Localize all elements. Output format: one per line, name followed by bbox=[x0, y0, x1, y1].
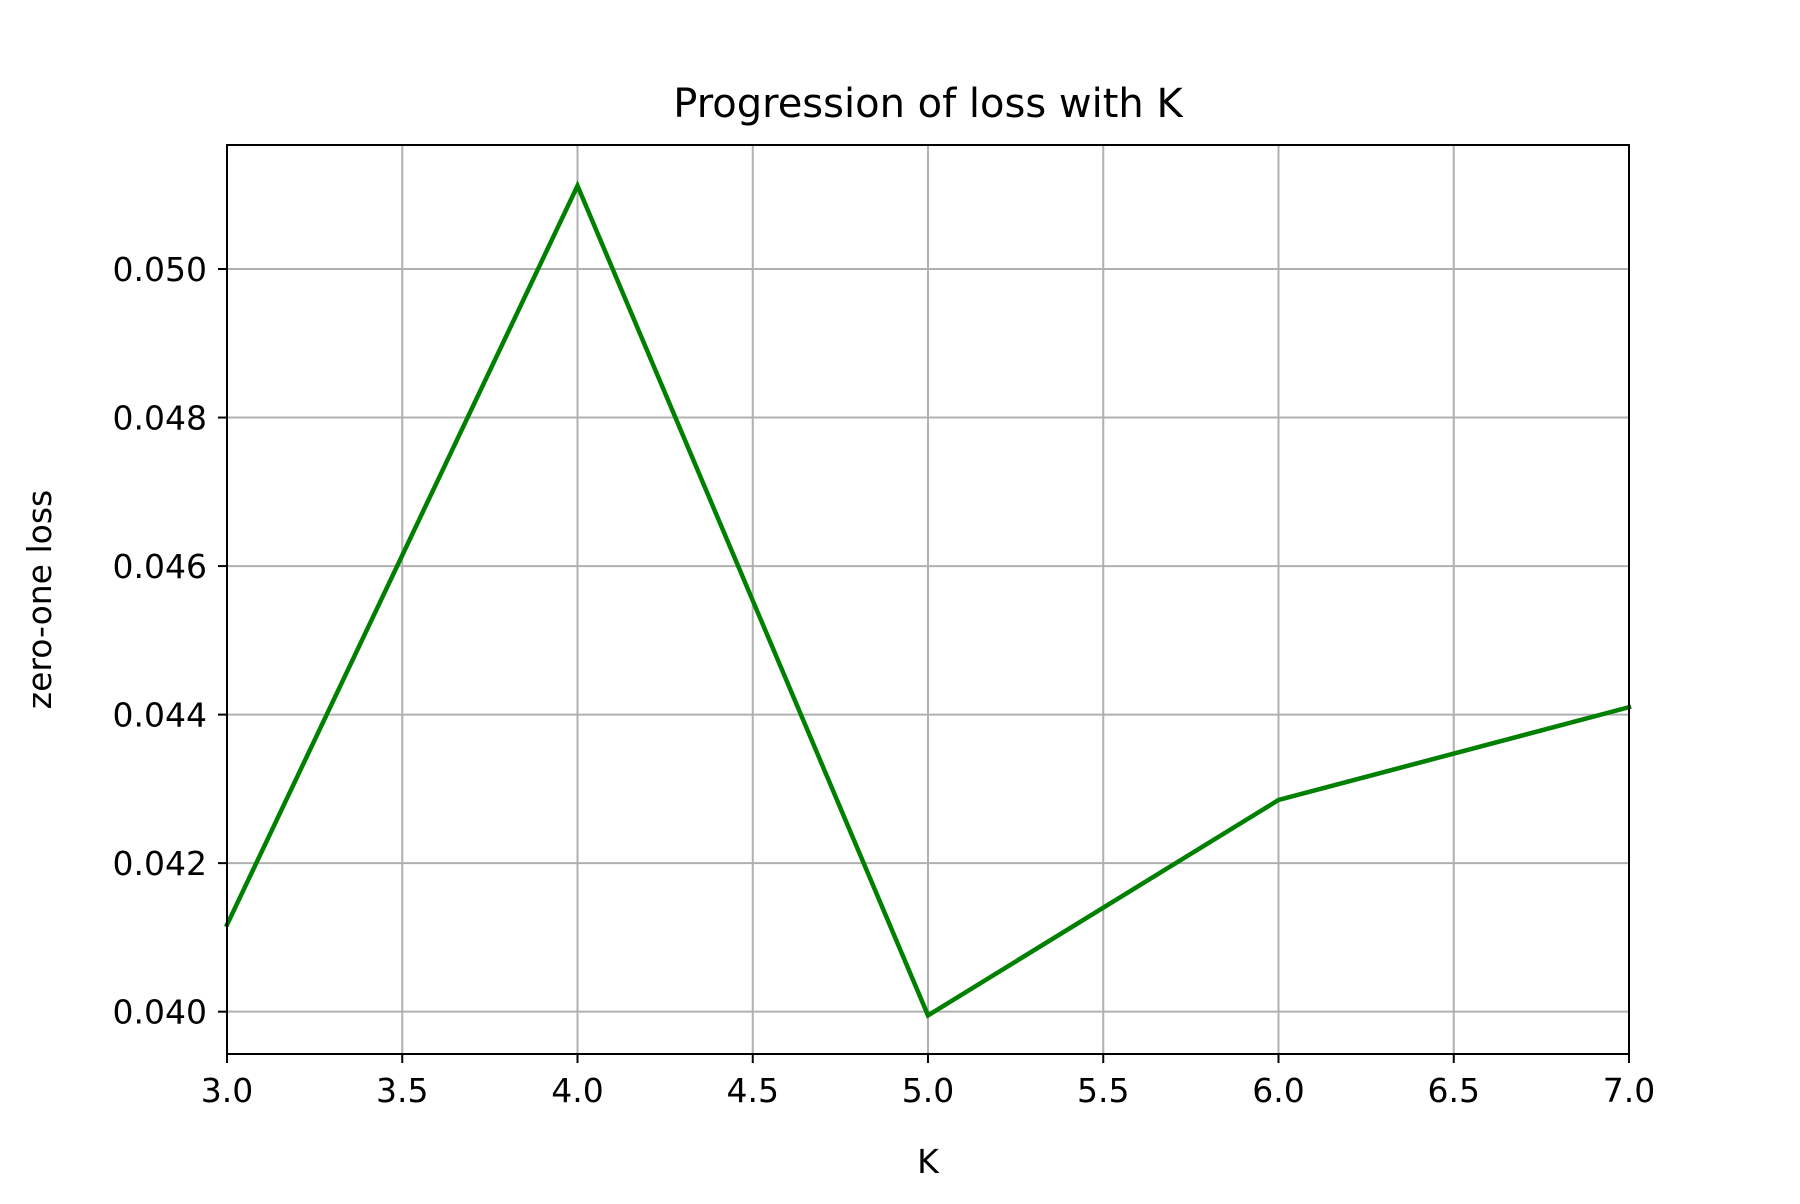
y-tick-label: 0.040 bbox=[113, 993, 207, 1032]
y-tick-label: 0.046 bbox=[113, 547, 207, 586]
y-tick-label: 0.048 bbox=[113, 399, 207, 438]
grid bbox=[226, 145, 1630, 1054]
x-tick-label: 5.0 bbox=[902, 1071, 954, 1110]
y-tick-label: 0.042 bbox=[113, 844, 207, 883]
chart-title: Progression of loss with K bbox=[673, 81, 1184, 127]
x-tick-label: 5.5 bbox=[1077, 1071, 1129, 1110]
x-tick-label: 7.0 bbox=[1603, 1071, 1655, 1110]
y-axis-label: zero-one loss bbox=[20, 490, 59, 709]
ticks: 3.0 3.5 4.0 4.5 5.0 5.5 6.0 6.5 7.0 0.040 0.042 0.0… bbox=[113, 250, 1656, 1110]
series-line bbox=[224, 180, 1632, 1019]
x-tick-label: 4.5 bbox=[727, 1071, 779, 1110]
y-tick-label: 0.044 bbox=[113, 696, 207, 735]
x-tick-label: 6.5 bbox=[1428, 1071, 1480, 1110]
x-axis-label: K bbox=[917, 1142, 940, 1181]
x-tick-label: 3.5 bbox=[376, 1071, 428, 1110]
y-tick-label: 0.050 bbox=[113, 250, 207, 289]
x-tick-label: 4.0 bbox=[551, 1071, 603, 1110]
x-tick-label: 3.0 bbox=[201, 1071, 253, 1110]
series-layer bbox=[224, 180, 1632, 1019]
x-tick-label: 6.0 bbox=[1252, 1071, 1304, 1110]
